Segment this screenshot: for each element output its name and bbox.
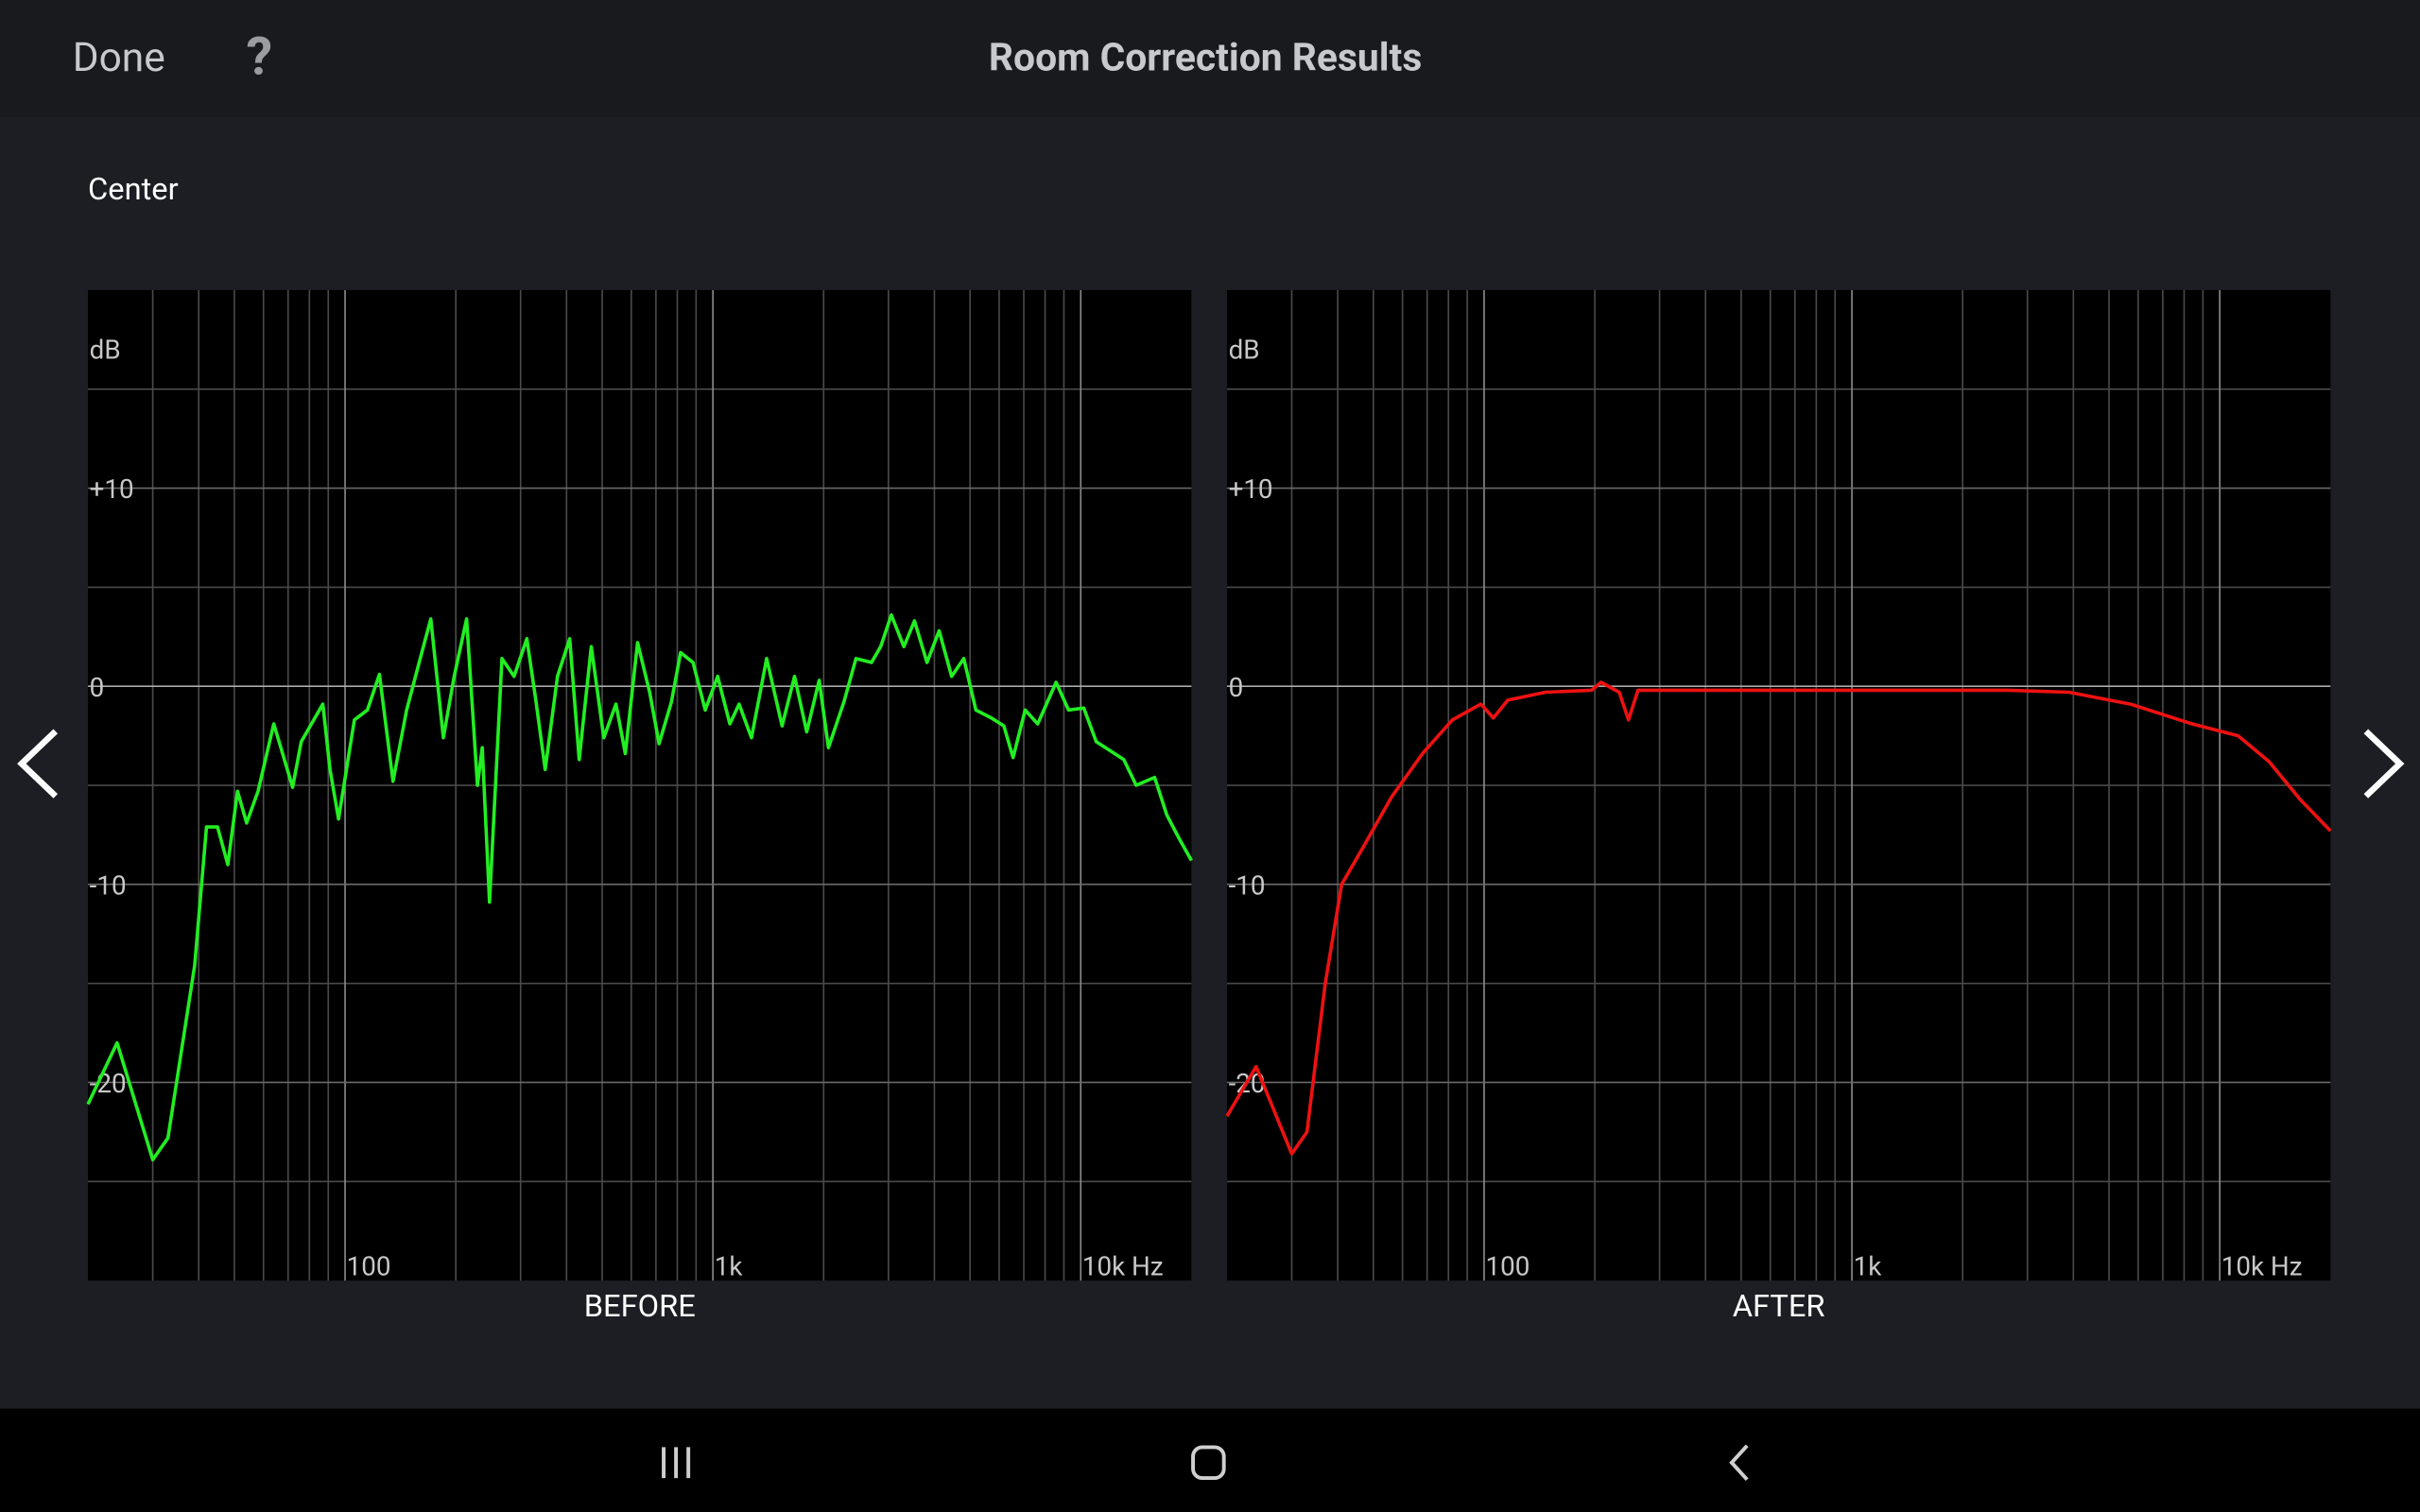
chart-title: AFTER — [1733, 1288, 1825, 1324]
y-tick-label: -20 — [90, 1068, 127, 1099]
done-button[interactable]: Done — [73, 35, 165, 81]
recents-button[interactable] — [662, 1447, 691, 1479]
page-title: Room Correction Results — [989, 34, 1422, 79]
y-tick-label: +10 — [1229, 473, 1273, 505]
x-tick-label: 10k Hz — [1082, 1250, 1164, 1281]
prev-arrow[interactable] — [17, 729, 59, 799]
y-axis-label: dB — [1229, 335, 1260, 366]
charts: 100 1k 10k Hz +10 0 -10 -20 dB BEFORE 100 1k 10k Hz… — [86, 289, 2332, 1324]
help-button[interactable]: ? — [246, 26, 272, 87]
y-tick-label: -10 — [90, 869, 127, 901]
x-tick-label: 100 — [347, 1250, 391, 1281]
chart-title: BEFORE — [584, 1288, 696, 1324]
section-label: Center — [88, 171, 179, 207]
y-tick-label: -10 — [1229, 869, 1266, 901]
x-tick-label: 1k — [715, 1250, 744, 1281]
y-axis-label: dB — [90, 335, 121, 366]
x-tick-label: 100 — [1486, 1250, 1530, 1281]
y-tick-label: 0 — [90, 672, 105, 703]
home-button[interactable] — [1191, 1445, 1226, 1481]
x-tick-label: 10k Hz — [2221, 1250, 2303, 1281]
top-bar — [0, 0, 2420, 118]
y-tick-label: 0 — [1229, 672, 1244, 703]
back-button[interactable] — [1729, 1444, 1749, 1482]
nav-bar — [0, 1408, 2420, 1512]
y-tick-label: +10 — [90, 473, 134, 505]
response-curve — [1225, 680, 2332, 1156]
response-curve — [86, 612, 1193, 1162]
next-arrow[interactable] — [2363, 729, 2405, 799]
x-tick-label: 1k — [1854, 1250, 1883, 1281]
